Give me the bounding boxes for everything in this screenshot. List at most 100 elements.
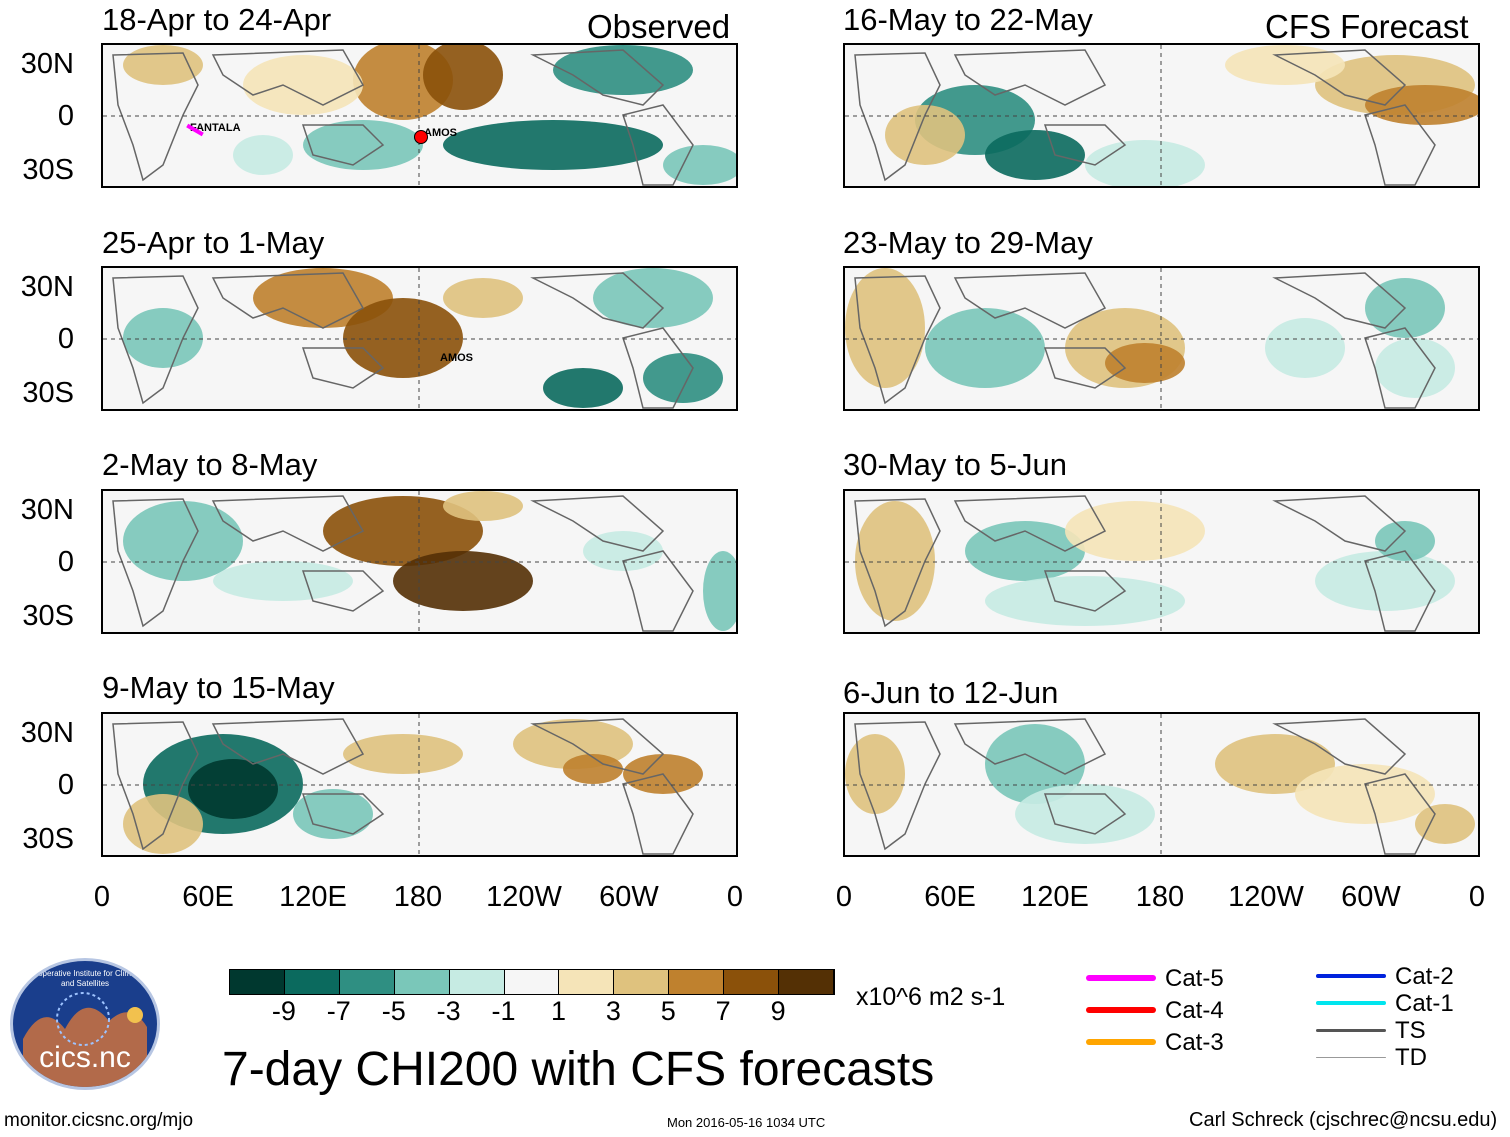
forecast-map-1 [843, 43, 1480, 188]
legend-label: Cat-1 [1395, 990, 1454, 1017]
anomaly-contour [323, 496, 483, 566]
lon-label-0: 0 [835, 881, 853, 913]
legend-label: Cat-2 [1395, 963, 1454, 990]
observed-panel-2-title: 25-Apr to 1-May [102, 225, 325, 260]
legend-swatch [1086, 975, 1156, 981]
colorbar-tick-label: -1 [491, 996, 516, 1026]
legend-label: Cat-3 [1165, 1029, 1224, 1056]
anomaly-contour [1365, 85, 1478, 125]
anomaly-contour [885, 105, 965, 165]
coastline [622, 327, 694, 409]
coastline [953, 718, 1107, 775]
colorbar-tick-label: 3 [605, 996, 621, 1026]
lon-label-60e: 60E [182, 881, 234, 913]
anomaly-contour [213, 561, 353, 601]
anomaly-contour [1375, 338, 1455, 398]
anomaly-contour [188, 759, 278, 819]
coastline [301, 570, 385, 612]
main-title: 7-day CHI200 with CFS forecasts [222, 1043, 935, 1096]
coastline [622, 550, 694, 632]
coastline [1364, 550, 1436, 632]
anomaly-contour [293, 789, 373, 839]
lon-label-120e: 120E [1021, 881, 1089, 913]
observed-map-1 [101, 43, 738, 188]
coastline [854, 52, 941, 182]
legend-swatch [1086, 1007, 1156, 1013]
anomaly-contour [925, 308, 1045, 388]
lon-label-180: 180 [393, 881, 443, 913]
observed-panel-1-title: 18-Apr to 24-Apr [102, 2, 332, 37]
lat-label-30n: 30N [20, 271, 74, 303]
lat-label-30n: 30N [20, 717, 74, 749]
anomaly-contour [1265, 318, 1345, 378]
legend-label: TD [1395, 1044, 1427, 1071]
forecast-map-2 [843, 266, 1480, 411]
colorbar [229, 969, 835, 995]
coastline [530, 495, 665, 552]
anomaly-contour [1295, 764, 1435, 824]
anomaly-contour [443, 120, 663, 170]
colorbar-tick-label: -7 [326, 996, 351, 1026]
coastline [112, 721, 199, 851]
forecast-panel-2-title: 23-May to 29-May [843, 225, 1093, 260]
forecast-panel-1-title: 16-May to 22-May [843, 2, 1093, 37]
colorbar-tick-label: -9 [271, 996, 296, 1026]
anomaly-contour [663, 145, 736, 185]
lat-label-eq: 0 [57, 100, 74, 132]
coastline [1272, 49, 1407, 106]
coastline [112, 52, 199, 182]
coastline [1364, 327, 1436, 409]
anomaly-contour [1415, 804, 1475, 844]
colorbar-swatch [779, 970, 834, 994]
lat-label-eq: 0 [57, 769, 74, 801]
coastline [1364, 104, 1436, 186]
colorbar-swatch [504, 970, 560, 994]
lat-label-30n: 30N [20, 48, 74, 80]
anomaly-contour [553, 45, 693, 95]
storm-label-amos: AMOS [424, 127, 457, 139]
legend-swatch [1316, 1001, 1386, 1005]
anomaly-field [103, 714, 736, 855]
anomaly-contour [123, 794, 203, 854]
colorbar-swatch [559, 970, 615, 994]
anomaly-field [845, 714, 1478, 855]
lat-label-eq: 0 [57, 323, 74, 355]
lon-label-60w: 60W [1341, 881, 1401, 913]
anomaly-contour [985, 724, 1085, 804]
lat-label-30s: 30S [22, 600, 74, 632]
coastline [530, 49, 665, 106]
colorbar-swatch [339, 970, 395, 994]
colorbar-swatch [449, 970, 505, 994]
coastline [211, 495, 365, 552]
legend-label: Cat-5 [1165, 965, 1224, 992]
anomaly-contour [593, 268, 713, 328]
anomaly-contour [123, 501, 243, 581]
lon-label-60w: 60W [599, 881, 659, 913]
logo-ring-text: Cooperative Institute for Climate and Sa… [27, 969, 143, 988]
lat-label-eq: 0 [57, 546, 74, 578]
anomaly-contour [703, 551, 736, 631]
lon-label-0: 0 [726, 881, 744, 913]
anomaly-contour [1105, 343, 1185, 383]
observed-map-3 [101, 489, 738, 634]
anomaly-contour [643, 353, 723, 403]
lon-label-0: 0 [93, 881, 111, 913]
anomaly-contour [343, 298, 463, 378]
footer-url[interactable]: monitor.cicsnc.org/mjo [4, 1110, 194, 1131]
coastline [211, 49, 365, 106]
footer-timestamp: Mon 2016-05-16 1034 UTC [667, 1115, 826, 1130]
storm-marker-amos [414, 130, 428, 144]
anomaly-contour [1375, 521, 1435, 561]
colorbar-tick-label: 1 [550, 996, 566, 1026]
legend-label: Cat-4 [1165, 997, 1224, 1024]
coastline [1272, 718, 1407, 775]
anomaly-contour [845, 268, 925, 388]
colorbar-tick-label: 9 [770, 996, 786, 1026]
coastline [1043, 570, 1127, 612]
anomaly-contour [985, 576, 1185, 626]
coastline [301, 347, 385, 389]
forecast-header: CFS Forecast [1265, 8, 1469, 45]
coastline [1364, 773, 1436, 855]
legend-swatch [1316, 1056, 1386, 1058]
storm-label-amos: AMOS [440, 352, 473, 364]
